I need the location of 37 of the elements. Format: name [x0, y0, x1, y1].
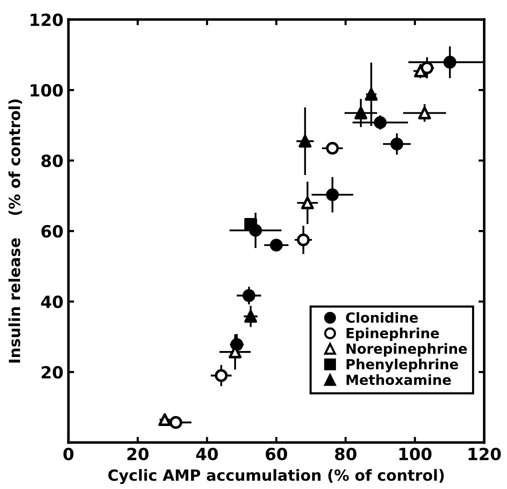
x-tick-label: 100	[399, 448, 432, 460]
point	[354, 106, 368, 120]
x-tick-label: 40	[196, 448, 218, 460]
point	[169, 416, 182, 429]
legend-label: Norepinephrine	[346, 343, 467, 357]
point	[374, 116, 387, 129]
point	[298, 134, 312, 148]
x-tick-label: 60	[266, 448, 288, 460]
x-tick-label: 0	[63, 448, 74, 460]
legend-label: Phenylephrine	[346, 358, 458, 372]
legend-label: Methoxamine	[346, 374, 451, 386]
x-tick-label: 120	[468, 448, 501, 460]
y-tick-label: 20	[42, 366, 63, 379]
y-tick-label: 60	[41, 225, 63, 238]
point	[326, 142, 339, 155]
y-axis-title: Insulin release (% of control)	[8, 99, 22, 363]
legend-label: Clonidine	[346, 312, 418, 323]
x-tick-label: 20	[127, 448, 149, 460]
point	[244, 310, 258, 323]
point	[214, 369, 228, 382]
y-tick-label: 100	[30, 84, 63, 97]
legend-label: Epinephrine	[346, 328, 439, 342]
point	[244, 218, 258, 231]
point	[270, 238, 283, 252]
x-axis-title: Cyclic AMP accumulation (% of control)	[108, 469, 444, 484]
point	[390, 138, 404, 150]
point	[296, 233, 310, 246]
y-tick-label: 40	[41, 296, 63, 308]
point	[326, 188, 339, 202]
point	[301, 196, 314, 210]
point	[443, 56, 456, 69]
x-tick-label: 80	[335, 448, 356, 460]
point	[364, 88, 378, 101]
point	[418, 106, 431, 120]
y-tick-label: 120	[30, 14, 63, 26]
y-tick-label: 80	[41, 154, 63, 168]
point	[242, 289, 256, 302]
